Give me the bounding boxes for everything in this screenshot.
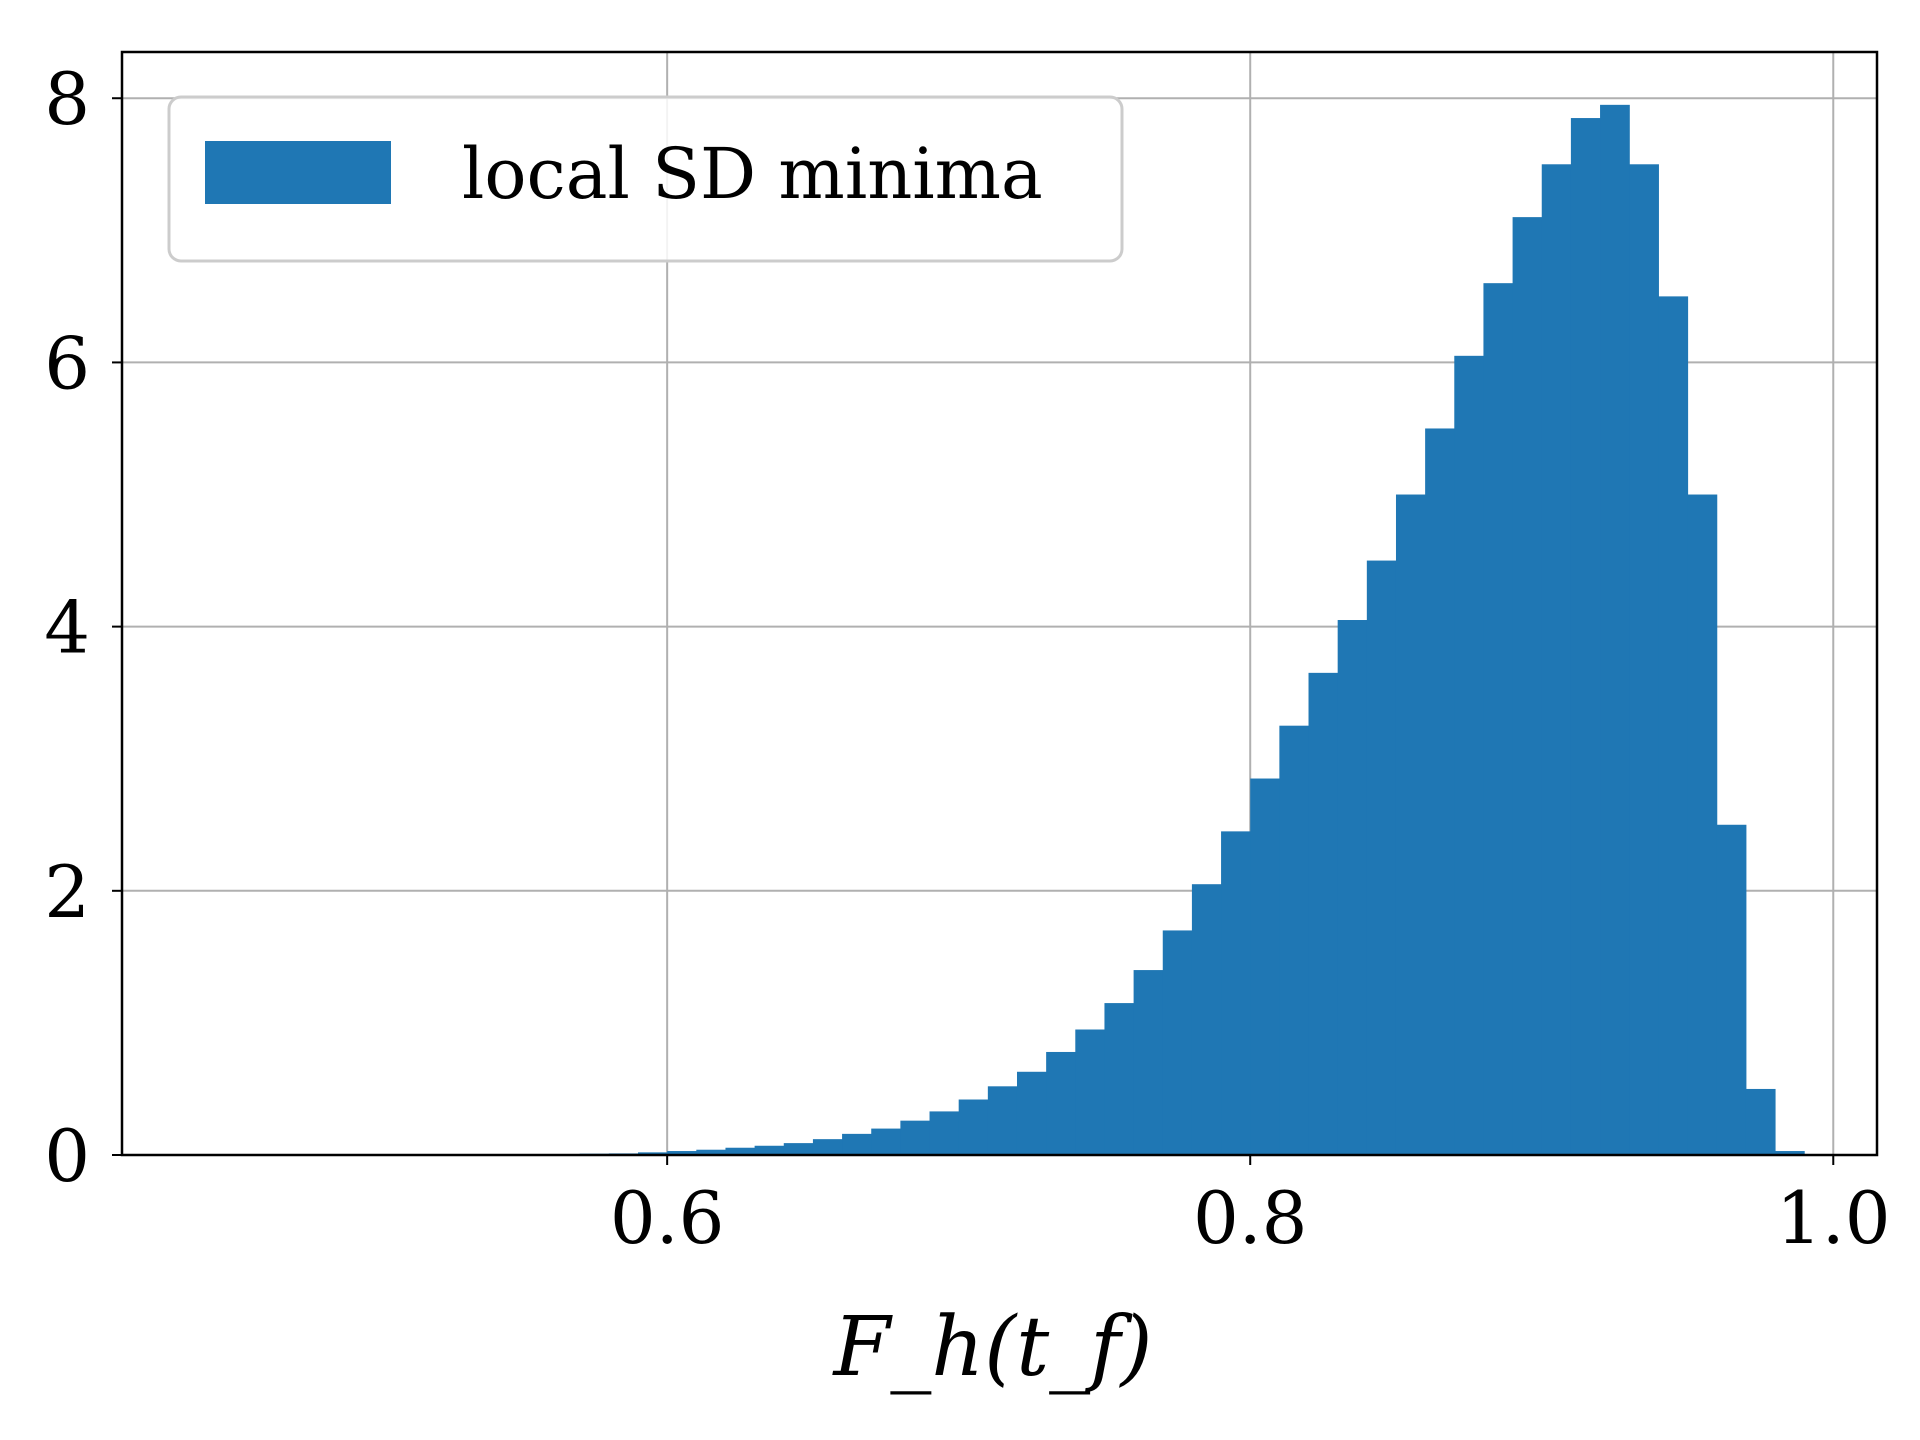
histogram-bar	[638, 1152, 668, 1155]
histogram-bar	[1483, 283, 1514, 1155]
legend-label: local SD minima	[462, 133, 1043, 215]
histogram-bar	[1337, 620, 1368, 1155]
x-axis-label: F_h(t_f)	[832, 1300, 1153, 1395]
histogram-bar	[783, 1143, 814, 1155]
histogram-bar	[929, 1111, 960, 1155]
legend-frame	[167, 95, 1124, 263]
histogram-bar	[1658, 296, 1689, 1155]
histogram-bar	[667, 1151, 697, 1155]
axis-ticks: 0.6 0.8 1.0 0 2 4 6 8	[44, 57, 1890, 1260]
histogram-bar	[987, 1086, 1018, 1155]
histogram-bar	[1395, 494, 1426, 1155]
histogram-bar	[1454, 355, 1485, 1155]
histogram-bar	[1570, 118, 1601, 1156]
x-tick-label: 0.6	[610, 1176, 725, 1260]
histogram-bar	[1162, 930, 1193, 1155]
histogram-bar	[871, 1128, 901, 1155]
histogram-bar	[812, 1139, 843, 1155]
histogram-bar	[1016, 1071, 1047, 1155]
histogram-bar	[725, 1147, 756, 1155]
histogram-bar	[1308, 672, 1339, 1155]
histogram-bar	[1104, 1003, 1135, 1155]
histogram-bars	[550, 104, 1805, 1156]
histogram-bar	[1133, 970, 1164, 1155]
plot-frame	[120, 50, 1879, 1157]
legend-swatch	[205, 141, 391, 204]
histogram-bar	[1366, 560, 1397, 1155]
y-tick-label: 0	[44, 1114, 90, 1198]
histogram-bar	[1512, 217, 1543, 1156]
histogram-bar	[842, 1133, 872, 1155]
histogram-bar	[1046, 1051, 1076, 1155]
histogram-bar	[696, 1149, 727, 1155]
y-tick-label: 4	[44, 586, 90, 670]
histogram-bar	[1745, 1088, 1776, 1155]
histogram-bar	[1221, 831, 1251, 1155]
histogram-bar	[958, 1099, 989, 1155]
histogram-bar	[1600, 104, 1630, 1155]
histogram-bar	[1541, 164, 1572, 1155]
x-tick-label: 1.0	[1776, 1176, 1891, 1260]
y-tick-label: 6	[44, 321, 90, 405]
histogram-bar	[1425, 428, 1455, 1156]
histogram-bar	[900, 1120, 931, 1155]
y-tick-label: 8	[44, 57, 90, 141]
histogram-bar	[1629, 164, 1659, 1155]
histogram-bar	[754, 1145, 785, 1155]
histogram-bar	[1716, 824, 1747, 1155]
histogram-bar	[1279, 725, 1310, 1155]
y-tick-label: 2	[44, 850, 90, 934]
histogram-bar	[1687, 494, 1718, 1155]
legend: local SD minima	[167, 95, 1124, 263]
x-tick-label: 0.8	[1193, 1176, 1308, 1260]
histogram-bar	[1075, 1029, 1106, 1155]
histogram-bar	[1191, 884, 1222, 1155]
histogram-bar	[1250, 778, 1280, 1155]
histogram-bar	[1774, 1151, 1805, 1155]
